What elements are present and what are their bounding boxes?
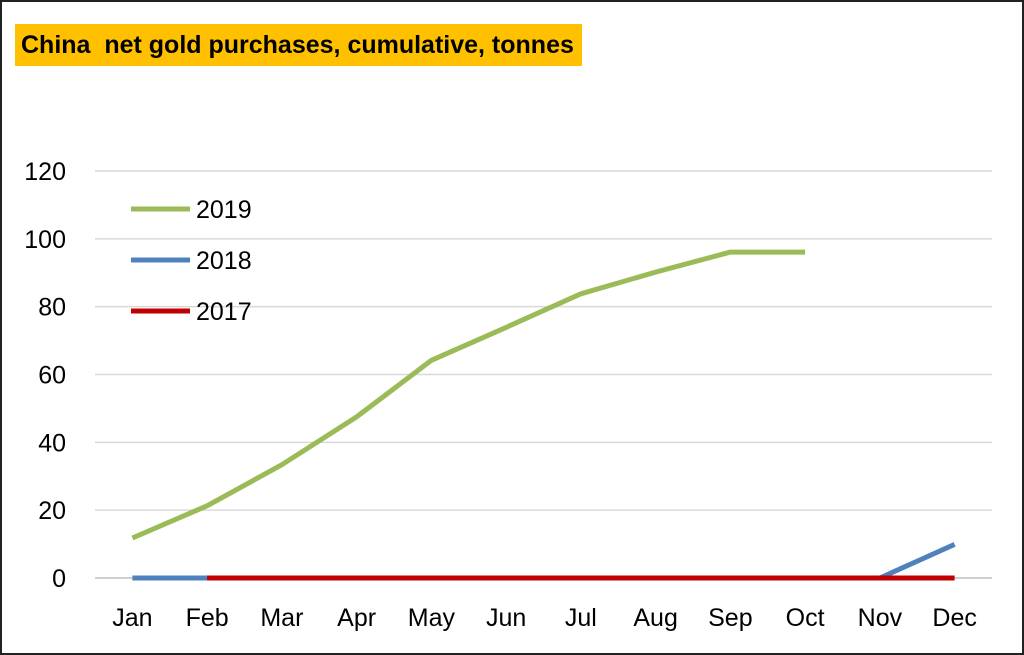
y-tick-label: 60: [38, 362, 66, 390]
y-tick-label: 100: [24, 226, 66, 254]
x-tick-label: Apr: [337, 604, 376, 632]
x-tick-label: Mar: [260, 604, 303, 632]
chart-title: China net gold purchases, cumulative, to…: [15, 24, 582, 66]
x-tick-label: May: [408, 604, 456, 632]
legend-label: 2017: [196, 298, 252, 326]
legend-label: 2018: [196, 247, 252, 275]
x-tick-label: Jun: [486, 604, 526, 632]
series-line-2018: [132, 542, 956, 581]
legend-label: 2019: [196, 196, 252, 224]
x-tick-label: Aug: [633, 604, 677, 632]
x-axis-ticks: Jan Feb Mar Apr May Jun Jul Aug Sep Oct Nov Dec: [112, 604, 977, 632]
x-tick-label: Sep: [708, 604, 752, 632]
y-tick-label: 120: [24, 158, 66, 186]
x-tick-label: Dec: [932, 604, 976, 632]
x-tick-label: Jul: [565, 604, 597, 632]
y-tick-label: 0: [52, 565, 66, 593]
y-tick-label: 20: [38, 497, 66, 525]
series-lines: [131, 249, 956, 581]
x-tick-label: Feb: [186, 604, 229, 632]
x-tick-label: Oct: [786, 604, 825, 632]
y-tick-label: 80: [38, 294, 66, 322]
legend: 2019 2018 2017: [131, 196, 252, 326]
y-axis-ticks: 0 20 40 60 80 100 120: [24, 158, 66, 593]
y-tick-label: 40: [38, 429, 66, 457]
x-tick-label: Jan: [112, 604, 152, 632]
gridlines: [95, 170, 992, 579]
x-tick-label: Nov: [858, 604, 903, 632]
series-line-2019: [131, 249, 806, 541]
